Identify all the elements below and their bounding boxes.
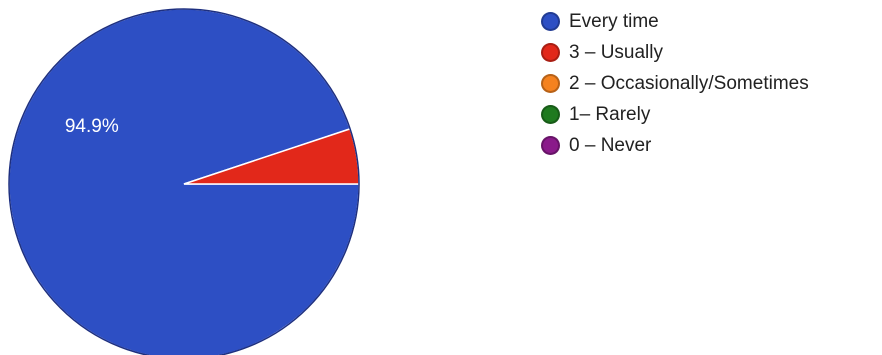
slice-value-label: 94.9% [65, 116, 119, 137]
legend-label: 3 – Usually [569, 41, 663, 63]
legend-label: 0 – Never [569, 134, 652, 156]
legend-item-3-usually: 3 – Usually [541, 37, 809, 68]
legend-swatch [541, 12, 560, 31]
legend-swatch [541, 105, 560, 124]
pie-plot-area: 94.9% [8, 8, 360, 355]
legend-label: Every time [569, 10, 659, 32]
legend-item-every-time: Every time [541, 6, 809, 37]
legend-item-1-rarely: 1– Rarely [541, 99, 809, 130]
legend-label: 2 – Occasionally/Sometimes [569, 72, 809, 94]
legend-label: 1– Rarely [569, 103, 651, 125]
legend-swatch [541, 74, 560, 93]
legend-swatch [541, 136, 560, 155]
legend-item-0-never: 0 – Never [541, 130, 809, 161]
legend-item-2-occasionally-sometimes: 2 – Occasionally/Sometimes [541, 68, 809, 99]
legend: Every time 3 – Usually 2 – Occasionally/So… [541, 6, 809, 161]
legend-swatch [541, 43, 560, 62]
pie-outline [8, 8, 360, 355]
